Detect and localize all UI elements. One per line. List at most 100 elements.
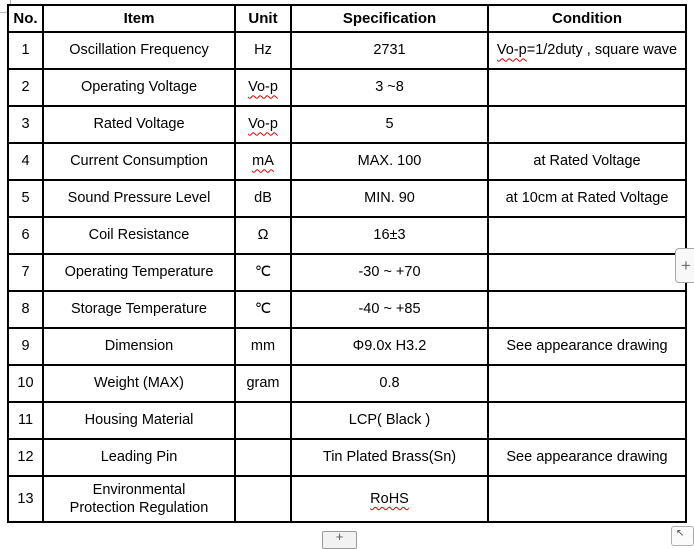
unit-text: ℃ xyxy=(254,301,272,318)
cell-item: Sound Pressure Level xyxy=(42,179,236,218)
table-row: 1 Oscillation Frequency Hz 2731 Vo-p=1/2duty… xyxy=(7,31,687,70)
table-row: 9 Dimension mm Φ9.0x H3.2 See appearance dra… xyxy=(7,327,687,366)
arrow-up-left-icon: ↖ xyxy=(676,528,685,539)
cond-text: =1/2duty , square wave xyxy=(526,42,678,59)
column-header-specification: Specification xyxy=(290,4,489,33)
plus-icon: + xyxy=(681,255,691,275)
zoom-in-bottom-button[interactable]: + xyxy=(322,530,357,549)
item-text: Sound Pressure Level xyxy=(67,190,211,207)
cell-unit: ℃ xyxy=(234,253,292,292)
cell-no: 3 xyxy=(7,105,44,144)
cell-item: Weight (MAX) xyxy=(42,364,236,403)
cell-condition xyxy=(487,105,687,144)
cond-text: at Rated Voltage xyxy=(533,153,641,170)
cell-item: Rated Voltage xyxy=(42,105,236,144)
item-text: Operating Voltage xyxy=(80,79,198,96)
cond-text-misspelled: Vo-p xyxy=(496,42,527,59)
spec-text: -40 ~ +85 xyxy=(358,301,421,318)
cell-no: 4 xyxy=(7,142,44,181)
cell-item: Leading Pin xyxy=(42,438,236,477)
unit-text: ℃ xyxy=(254,264,272,281)
cell-condition xyxy=(487,401,687,440)
table-row: 13 Environmental Protection Regulation RoHS xyxy=(7,475,687,523)
cell-unit: mm xyxy=(234,327,292,366)
cond-text: See appearance drawing xyxy=(506,338,668,355)
table-row: 5 Sound Pressure Level dB MIN. 90 at 10cm at… xyxy=(7,179,687,218)
cell-no: 5 xyxy=(7,179,44,218)
cell-condition xyxy=(487,475,687,523)
cell-specification: 0.8 xyxy=(290,364,489,403)
spec-text: 5 xyxy=(385,116,394,133)
spec-text: Φ9.0x H3.2 xyxy=(352,338,427,355)
table-row: 3 Rated Voltage Vo-p 5 xyxy=(7,105,687,144)
scroll-origin-button[interactable]: ↖ xyxy=(671,526,694,546)
cell-unit: mA xyxy=(234,142,292,181)
table-row: 10 Weight (MAX) gram 0.8 xyxy=(7,364,687,403)
spec-text: MIN. 90 xyxy=(364,190,415,207)
cell-no: 1 xyxy=(7,31,44,70)
cell-unit: dB xyxy=(234,179,292,218)
item-text: Protection Regulation xyxy=(69,500,209,516)
item-text: Weight (MAX) xyxy=(94,375,184,392)
cell-condition xyxy=(487,253,687,292)
spec-text: 3 ~8 xyxy=(375,79,404,96)
cell-item: Dimension xyxy=(42,327,236,366)
cell-unit: Ω xyxy=(234,216,292,255)
cell-unit: gram xyxy=(234,364,292,403)
cell-item: Operating Voltage xyxy=(42,68,236,107)
unit-text: Hz xyxy=(254,42,272,59)
unit-text-misspelled: mA xyxy=(252,153,274,170)
table-row: 8 Storage Temperature ℃ -40 ~ +85 xyxy=(7,290,687,329)
spec-text: LCP( Black ) xyxy=(348,412,431,429)
cond-text: at 10cm at Rated Voltage xyxy=(505,190,669,207)
cell-item: Environmental Protection Regulation xyxy=(42,475,236,523)
cell-specification: -40 ~ +85 xyxy=(290,290,489,329)
cell-condition: at Rated Voltage xyxy=(487,142,687,181)
cell-item: Operating Temperature xyxy=(42,253,236,292)
cell-unit xyxy=(234,438,292,477)
item-text: Coil Resistance xyxy=(88,227,190,244)
item-text: Operating Temperature xyxy=(64,264,214,281)
cell-specification: -30 ~ +70 xyxy=(290,253,489,292)
cell-condition: See appearance drawing xyxy=(487,438,687,477)
cell-condition xyxy=(487,216,687,255)
cell-specification: MAX. 100 xyxy=(290,142,489,181)
cell-condition: at 10cm at Rated Voltage xyxy=(487,179,687,218)
unit-text: Ω xyxy=(257,227,269,244)
column-header-unit: Unit xyxy=(234,4,292,33)
cell-item: Coil Resistance xyxy=(42,216,236,255)
item-text: Rated Voltage xyxy=(93,116,185,133)
table-row: 11 Housing Material LCP( Black ) xyxy=(7,401,687,440)
table-row: 4 Current Consumption mA MAX. 100 at Rated V… xyxy=(7,142,687,181)
column-header-no: No. xyxy=(7,4,44,33)
cell-specification: 2731 xyxy=(290,31,489,70)
cell-specification: MIN. 90 xyxy=(290,179,489,218)
cell-unit: Vo-p xyxy=(234,68,292,107)
cell-specification: Φ9.0x H3.2 xyxy=(290,327,489,366)
cell-no: 7 xyxy=(7,253,44,292)
table-row: 6 Coil Resistance Ω 16±3 xyxy=(7,216,687,255)
spec-text-misspelled: RoHS xyxy=(370,490,409,507)
column-header-item: Item xyxy=(42,4,236,33)
cell-specification: Tin Plated Brass(Sn) xyxy=(290,438,489,477)
spec-text: 16±3 xyxy=(373,227,406,244)
item-text: Storage Temperature xyxy=(71,301,207,318)
item-text: Housing Material xyxy=(84,412,194,429)
zoom-in-side-button[interactable]: + xyxy=(675,248,694,283)
cell-specification: 3 ~8 xyxy=(290,68,489,107)
cell-no: 10 xyxy=(7,364,44,403)
specification-table: No. Item Unit Specification Condition 1 Oscil… xyxy=(7,4,687,523)
unit-text: dB xyxy=(254,190,272,207)
cell-condition: See appearance drawing xyxy=(487,327,687,366)
cell-item: Oscillation Frequency xyxy=(42,31,236,70)
cell-no: 6 xyxy=(7,216,44,255)
cell-condition xyxy=(487,68,687,107)
cell-specification: 16±3 xyxy=(290,216,489,255)
cell-specification: RoHS xyxy=(290,475,489,523)
spec-text: Tin Plated Brass(Sn) xyxy=(322,449,457,466)
cell-no: 12 xyxy=(7,438,44,477)
cell-item: Housing Material xyxy=(42,401,236,440)
cell-no: 11 xyxy=(7,401,44,440)
item-text: Dimension xyxy=(104,338,174,355)
item-text: Current Consumption xyxy=(70,153,208,170)
